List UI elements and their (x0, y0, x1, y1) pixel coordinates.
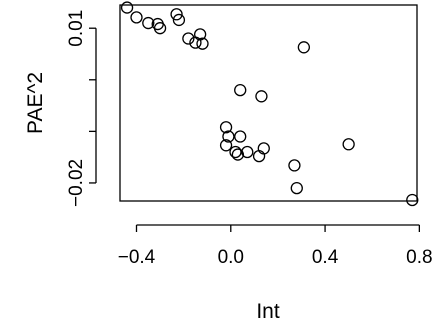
data-point (241, 145, 254, 159)
data-point (219, 139, 233, 152)
plot-frame (119, 4, 418, 202)
data-point (219, 121, 233, 134)
data-point (153, 22, 167, 35)
data-point (142, 16, 155, 30)
data-point (297, 41, 311, 54)
data-point (342, 138, 355, 151)
data-point (288, 159, 301, 172)
x-axis-label: Int (256, 300, 280, 323)
data-point (196, 37, 209, 50)
data-point (222, 130, 235, 143)
y-axis-label: PAE^2 (24, 72, 47, 134)
x-tick-label: 0.0 (218, 247, 244, 268)
y-tick-label: 0.01 (66, 10, 87, 47)
data-point (229, 145, 242, 159)
data-point (172, 13, 186, 27)
data-point (234, 83, 247, 97)
data-point (255, 90, 268, 103)
x-axis: −0.4 0.0 0.4 0.8 (118, 224, 433, 268)
y-axis: −0.02 0.01 (66, 10, 97, 207)
data-point (290, 181, 303, 195)
data-point (257, 142, 270, 155)
x-tick-label: −0.4 (118, 247, 156, 268)
data-point (170, 8, 183, 21)
data-point (234, 130, 247, 143)
data-points (120, 1, 419, 207)
data-point (120, 1, 134, 14)
data-point (193, 28, 207, 41)
data-point (406, 193, 419, 207)
data-point (182, 32, 195, 45)
x-tick-label: 0.4 (312, 247, 339, 268)
x-tick-label: 0.8 (406, 247, 432, 268)
data-point (130, 11, 143, 24)
y-tick-label: −0.02 (66, 159, 87, 207)
data-point (231, 148, 245, 161)
